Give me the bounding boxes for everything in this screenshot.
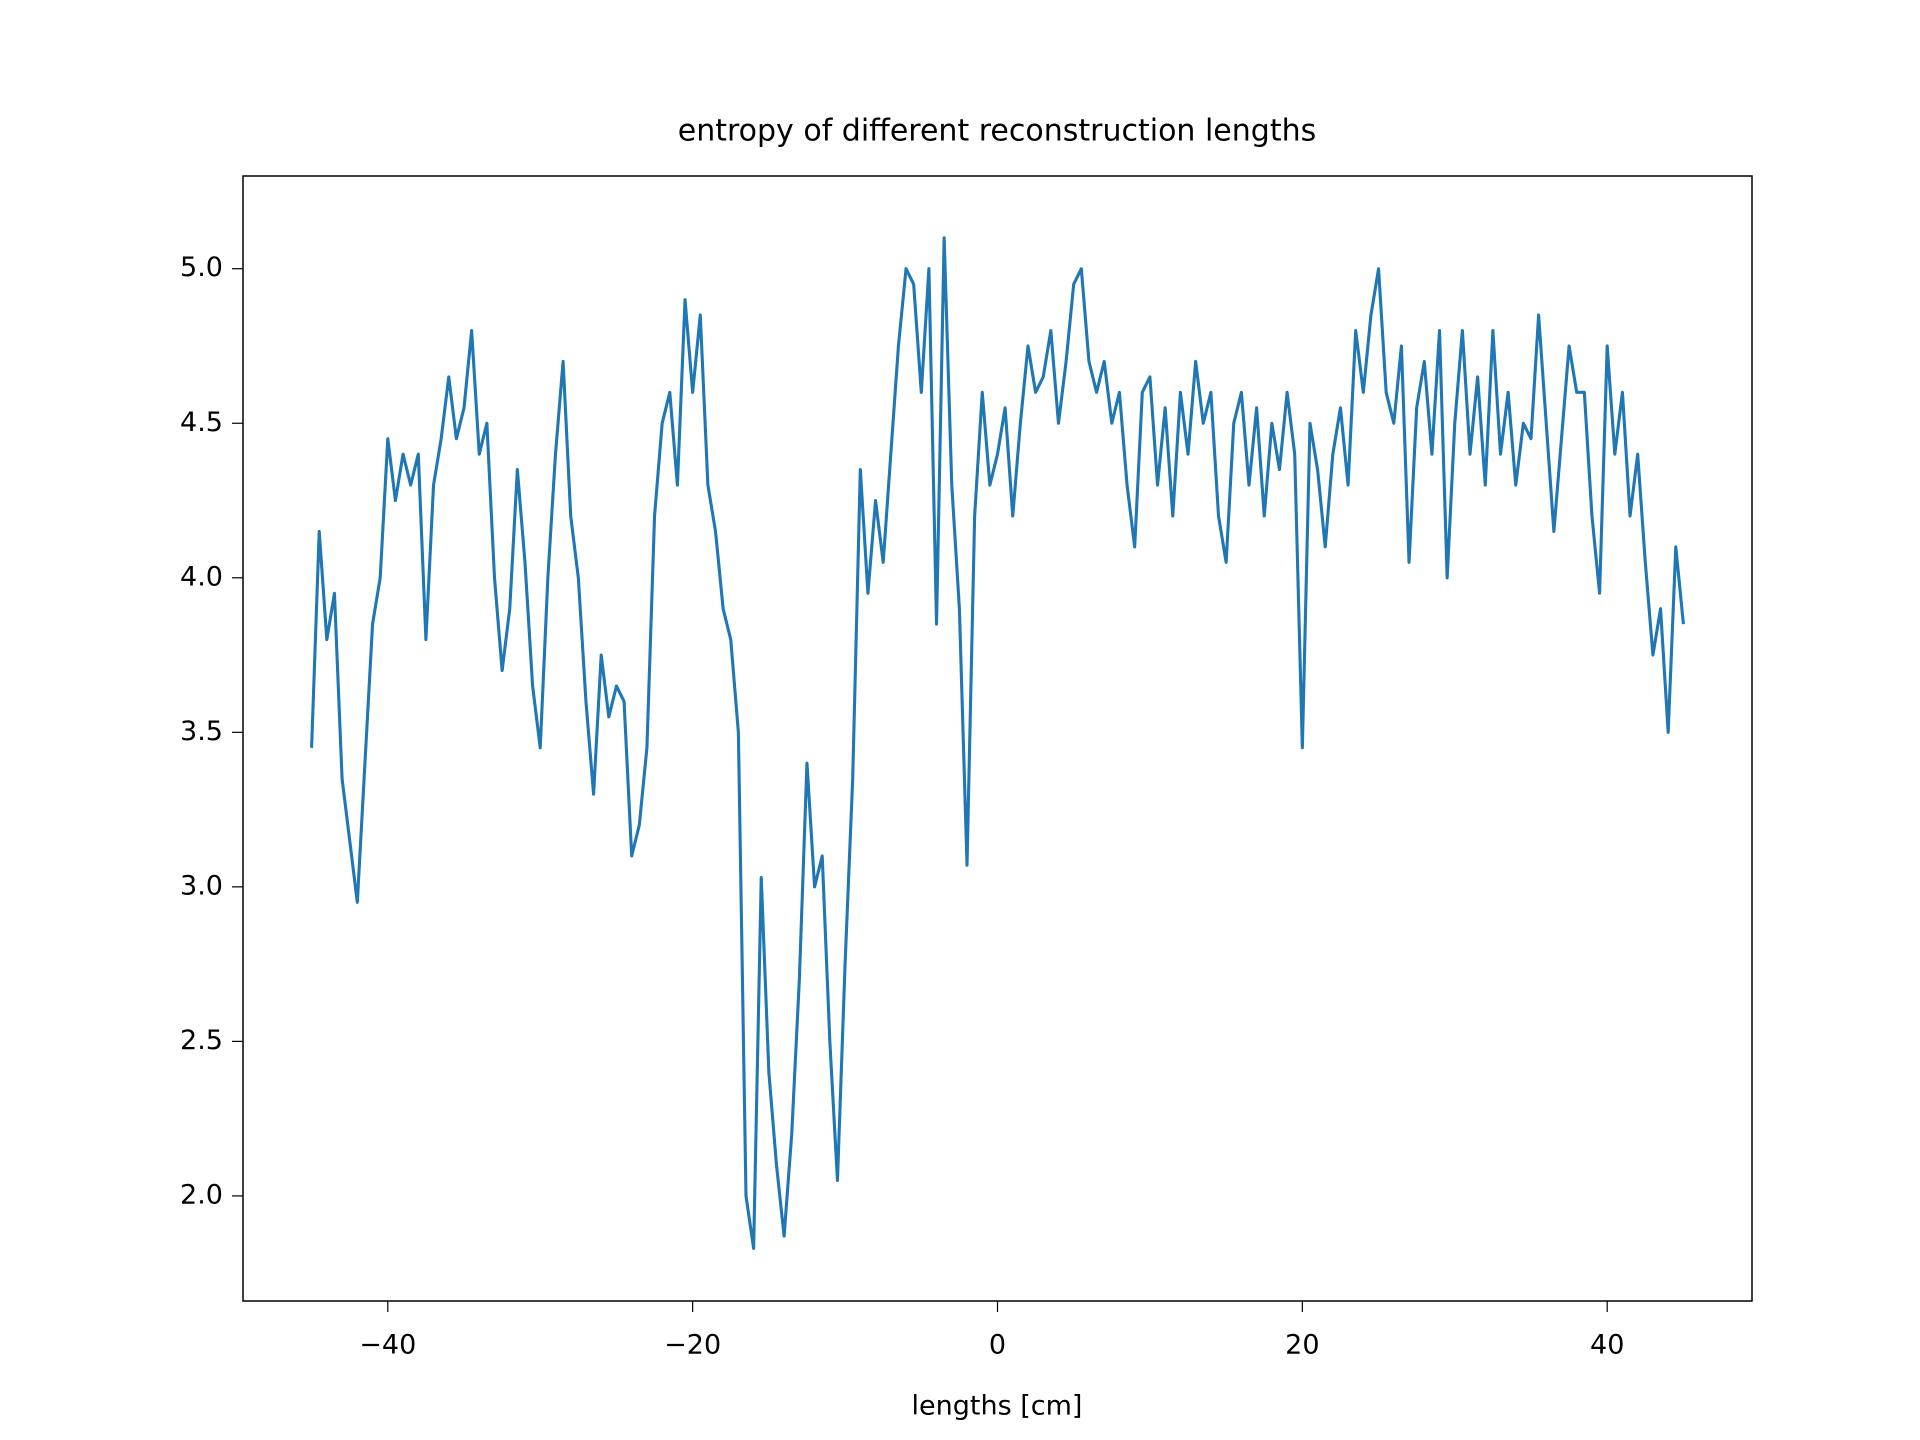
y-tick-label: 3.5 (180, 716, 223, 747)
x-tick-label: −20 (664, 1330, 721, 1361)
y-tick-label: 2.0 (180, 1179, 223, 1210)
y-tick-label: 4.5 (180, 407, 223, 438)
y-tick-label: 5.0 (180, 252, 223, 283)
plot-frame (242, 175, 1753, 1302)
x-tick-label: 20 (1285, 1330, 1319, 1361)
data-line (310, 236, 1685, 1251)
x-axis-label: lengths [cm] (912, 1391, 1083, 1422)
y-tick-label: 3.0 (180, 870, 223, 901)
y-tick-label: 2.5 (180, 1025, 223, 1056)
x-tick-label: −40 (359, 1330, 416, 1361)
x-tick-label: 0 (989, 1330, 1006, 1361)
chart-title: entropy of different reconstruction leng… (678, 114, 1316, 149)
y-tick-label: 4.0 (180, 561, 223, 592)
x-tick-label: 40 (1590, 1330, 1624, 1361)
